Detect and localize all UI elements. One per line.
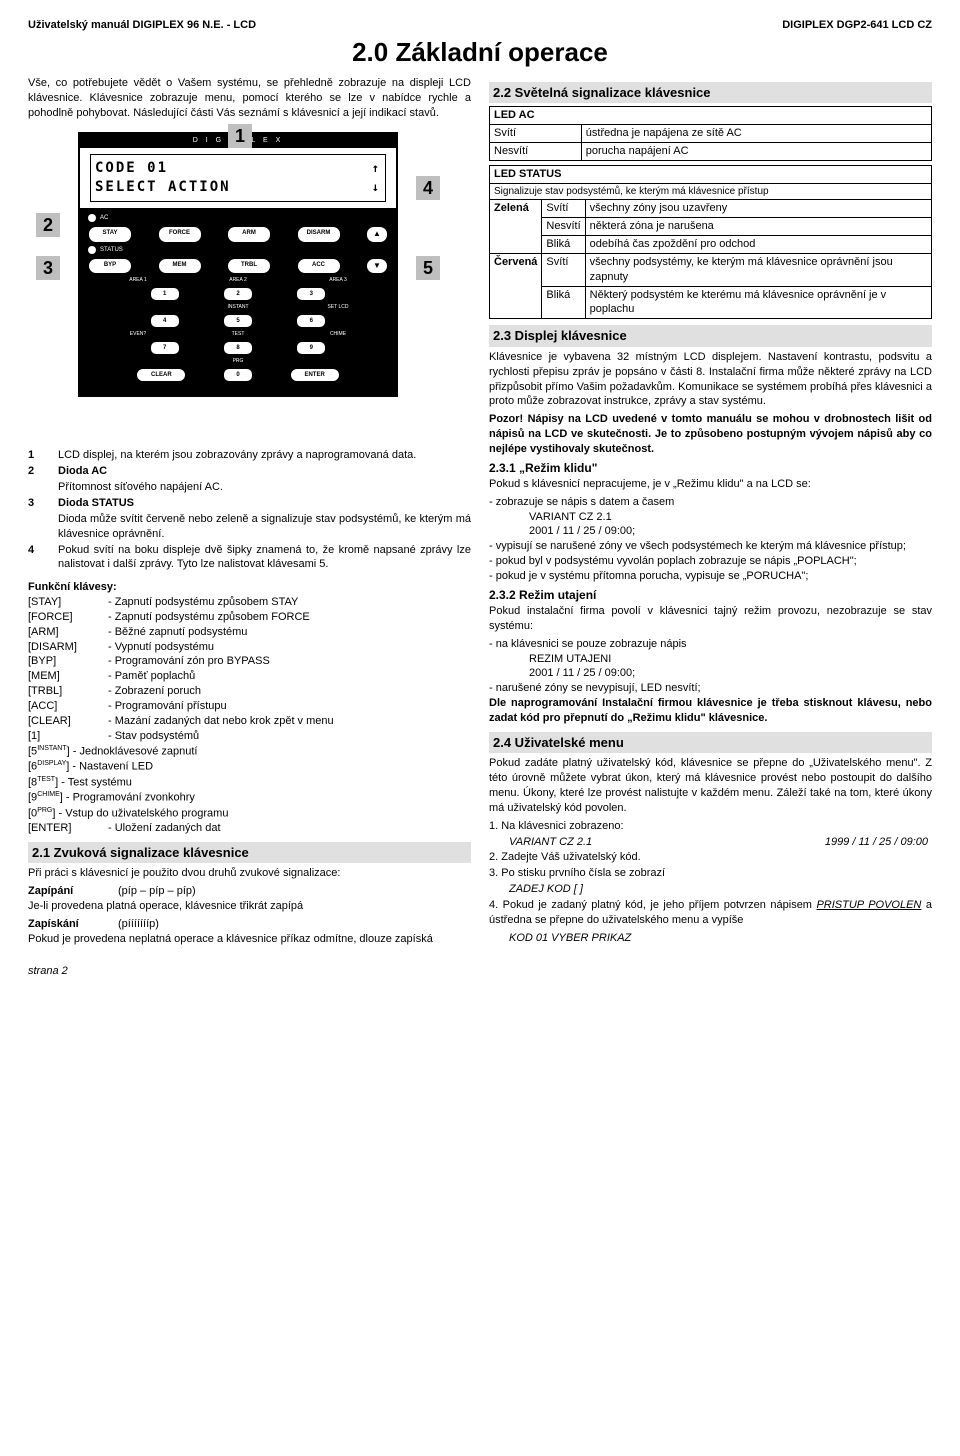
left-column: Vše, co potřebujete vědět o Vašem systém…: [28, 76, 471, 950]
section-2-3: 2.3 Displej klávesnice: [489, 325, 932, 347]
down-button: ▼: [366, 258, 388, 275]
fk-sup-list: [5INSTANT] - Jednoklávesové zapnutí[6DIS…: [28, 744, 471, 822]
section-2-3-2: 2.3.2 Režim utajení: [489, 587, 932, 603]
disarm-button: DISARM: [297, 226, 341, 243]
fk-list: [STAY]- Zapnutí podsystému způsobem STAY…: [28, 595, 471, 743]
header-left: Uživatelský manuál DIGIPLEX 96 N.E. - LC…: [28, 18, 256, 33]
section-2-1: 2.1 Zvuková signalizace klávesnice: [28, 842, 471, 864]
arm-button: ARM: [227, 226, 271, 243]
callout-4: 4: [416, 176, 440, 200]
intro-text: Vše, co potřebujete vědět o Vašem systém…: [28, 76, 471, 121]
callout-1: 1: [228, 124, 252, 148]
led-status-table: LED STATUS Signalizuje stav podsystémů, …: [489, 165, 932, 319]
force-button: FORCE: [158, 226, 202, 243]
up-button: ▲: [366, 226, 388, 243]
header-right: DIGIPLEX DGP2-641 LCD CZ: [782, 18, 932, 33]
section-2-2: 2.2 Světelná signalizace klávesnice: [489, 82, 932, 104]
led-ac-table: LED AC Svítíústředna je napájena ze sítě…: [489, 106, 932, 161]
stay-button: STAY: [88, 226, 132, 243]
lcd-screen: CODE 01↑ SELECT ACTION↓: [90, 154, 386, 202]
keypad-diagram: D I G I P L E X CODE 01↑ SELECT ACTION↓ …: [28, 128, 471, 438]
section-2-3-1: 2.3.1 „Režim klidu": [489, 460, 932, 476]
page-title: 2.0 Základní operace: [28, 35, 932, 70]
right-column: 2.2 Světelná signalizace klávesnice LED …: [489, 76, 932, 950]
page-footer: strana 2: [28, 964, 932, 979]
callout-2: 2: [36, 213, 60, 237]
callout-3: 3: [36, 256, 60, 280]
fk-heading: Funkční klávesy:: [28, 580, 471, 595]
section-2-4: 2.4 Uživatelské menu: [489, 732, 932, 754]
callout-5: 5: [416, 256, 440, 280]
